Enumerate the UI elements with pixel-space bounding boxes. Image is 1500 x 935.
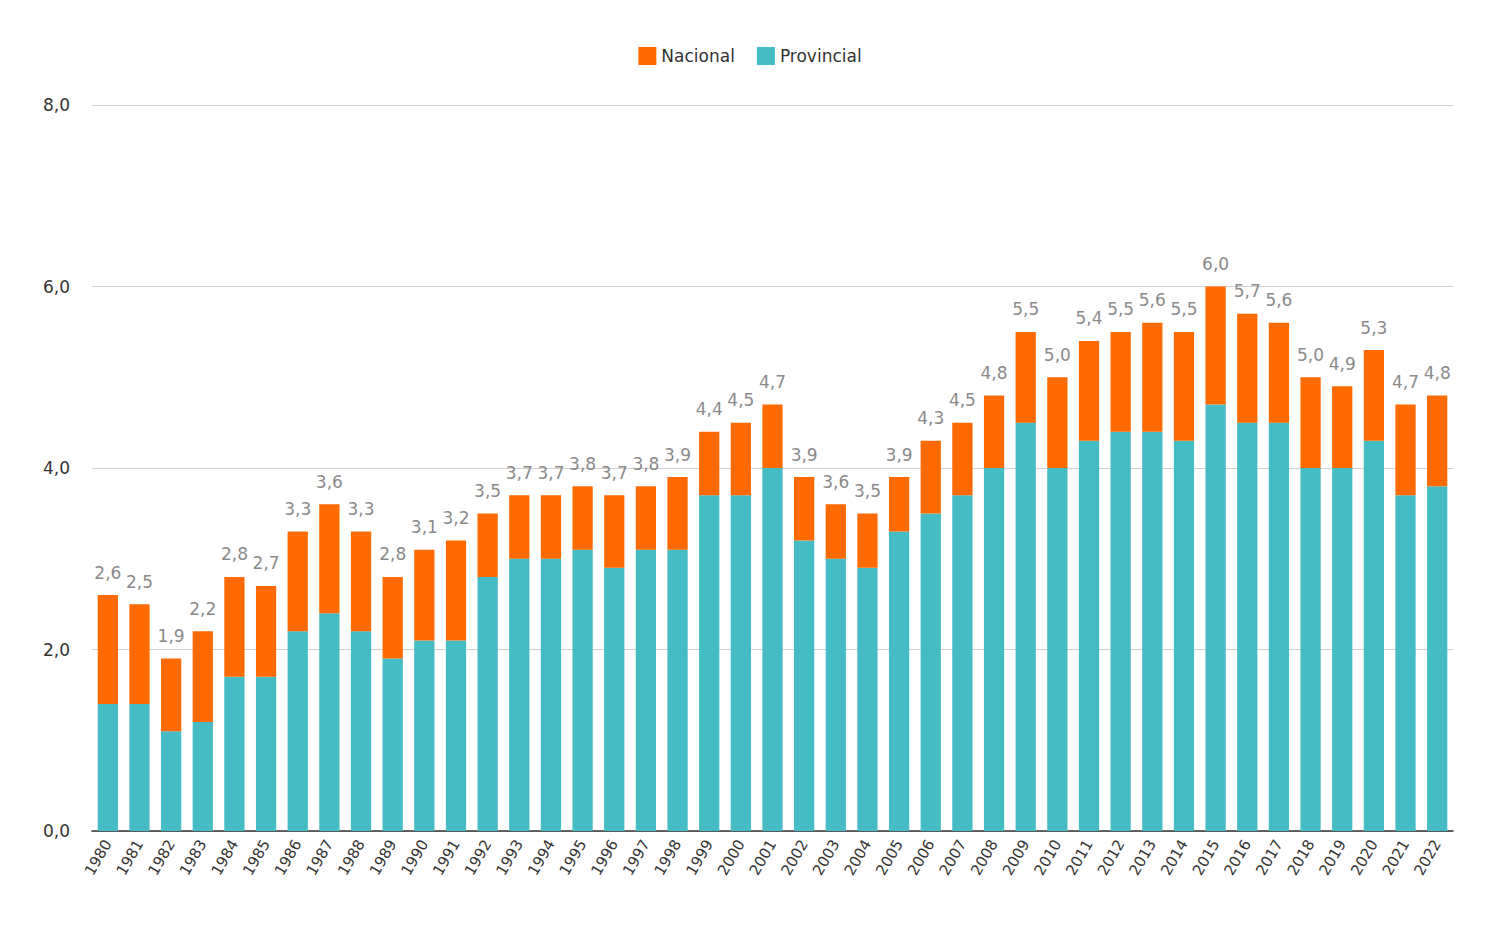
svg-text:3,7: 3,7 <box>601 463 628 483</box>
svg-text:4,7: 4,7 <box>1392 372 1419 392</box>
svg-text:5,7: 5,7 <box>1234 281 1261 301</box>
svg-text:5,3: 5,3 <box>1360 318 1387 338</box>
svg-text:3,9: 3,9 <box>886 445 913 465</box>
svg-text:6,0: 6,0 <box>43 277 70 297</box>
svg-text:1988: 1988 <box>334 836 369 878</box>
svg-text:1990: 1990 <box>397 836 432 878</box>
svg-text:5,4: 5,4 <box>1075 308 1102 328</box>
svg-text:4,0: 4,0 <box>43 458 70 478</box>
svg-text:2009: 2009 <box>999 836 1034 878</box>
svg-text:3,5: 3,5 <box>854 481 881 501</box>
svg-text:4,5: 4,5 <box>727 390 754 410</box>
svg-text:2007: 2007 <box>936 836 971 878</box>
svg-text:5,5: 5,5 <box>1012 299 1039 319</box>
svg-text:6,0: 6,0 <box>1202 254 1229 274</box>
svg-text:3,6: 3,6 <box>822 472 849 492</box>
svg-text:2018: 2018 <box>1284 836 1319 878</box>
svg-text:1997: 1997 <box>619 836 654 878</box>
svg-text:2021: 2021 <box>1379 836 1414 878</box>
svg-text:1995: 1995 <box>556 836 591 878</box>
svg-text:2013: 2013 <box>1125 836 1160 878</box>
svg-text:1984: 1984 <box>208 836 243 878</box>
svg-text:3,5: 3,5 <box>474 481 501 501</box>
svg-text:3,7: 3,7 <box>506 463 533 483</box>
svg-text:2022: 2022 <box>1410 836 1445 878</box>
svg-text:4,8: 4,8 <box>1424 363 1451 383</box>
svg-text:2012: 2012 <box>1094 836 1129 878</box>
svg-text:2,7: 2,7 <box>253 553 280 573</box>
svg-text:3,8: 3,8 <box>569 454 596 474</box>
svg-text:1980: 1980 <box>81 836 116 878</box>
svg-text:3,3: 3,3 <box>348 499 375 519</box>
svg-text:1999: 1999 <box>682 836 717 878</box>
svg-text:1991: 1991 <box>429 836 464 878</box>
svg-text:2000: 2000 <box>714 836 749 878</box>
svg-text:2,0: 2,0 <box>43 640 70 660</box>
svg-text:2015: 2015 <box>1189 836 1224 878</box>
svg-text:2002: 2002 <box>777 836 812 878</box>
svg-text:2020: 2020 <box>1347 836 1382 878</box>
svg-text:4,9: 4,9 <box>1329 354 1356 374</box>
svg-text:4,3: 4,3 <box>917 408 944 428</box>
svg-text:2017: 2017 <box>1252 836 1287 878</box>
svg-text:0,0: 0,0 <box>43 821 70 841</box>
svg-text:5,5: 5,5 <box>1107 299 1134 319</box>
svg-text:2006: 2006 <box>904 836 939 878</box>
svg-text:2010: 2010 <box>1030 836 1065 878</box>
svg-text:Provincial: Provincial <box>780 46 862 66</box>
svg-text:2001: 2001 <box>746 836 781 878</box>
svg-text:4,8: 4,8 <box>981 363 1008 383</box>
svg-text:3,1: 3,1 <box>411 517 438 537</box>
svg-text:2,6: 2,6 <box>94 563 121 583</box>
svg-text:1996: 1996 <box>587 836 622 878</box>
svg-text:5,0: 5,0 <box>1044 345 1071 365</box>
svg-text:1992: 1992 <box>461 836 496 878</box>
svg-text:2016: 2016 <box>1220 836 1255 878</box>
svg-text:4,7: 4,7 <box>759 372 786 392</box>
svg-text:1987: 1987 <box>303 836 338 878</box>
svg-text:2019: 2019 <box>1315 836 1350 878</box>
svg-text:2,8: 2,8 <box>379 544 406 564</box>
svg-text:1985: 1985 <box>239 836 274 878</box>
svg-text:2005: 2005 <box>872 836 907 878</box>
svg-text:1982: 1982 <box>144 836 179 878</box>
svg-text:3,2: 3,2 <box>442 508 469 528</box>
svg-text:2011: 2011 <box>1062 836 1097 878</box>
svg-text:3,9: 3,9 <box>664 445 691 465</box>
svg-text:2003: 2003 <box>809 836 844 878</box>
svg-text:8,0: 8,0 <box>43 95 70 115</box>
svg-text:5,5: 5,5 <box>1170 299 1197 319</box>
svg-text:5,6: 5,6 <box>1265 290 1292 310</box>
svg-text:5,6: 5,6 <box>1139 290 1166 310</box>
svg-text:1986: 1986 <box>271 836 306 878</box>
svg-text:2014: 2014 <box>1157 836 1192 878</box>
svg-text:2,8: 2,8 <box>221 544 248 564</box>
svg-text:4,5: 4,5 <box>949 390 976 410</box>
svg-text:3,3: 3,3 <box>284 499 311 519</box>
svg-text:3,8: 3,8 <box>632 454 659 474</box>
svg-text:2,5: 2,5 <box>126 572 153 592</box>
svg-text:1998: 1998 <box>651 836 686 878</box>
svg-text:5,0: 5,0 <box>1297 345 1324 365</box>
svg-text:4,4: 4,4 <box>696 399 723 419</box>
svg-text:1981: 1981 <box>113 836 148 878</box>
svg-text:1983: 1983 <box>176 836 211 878</box>
svg-text:1994: 1994 <box>524 836 559 878</box>
svg-text:2004: 2004 <box>841 836 876 878</box>
svg-text:3,9: 3,9 <box>791 445 818 465</box>
svg-text:1989: 1989 <box>366 836 401 878</box>
svg-text:1993: 1993 <box>492 836 527 878</box>
svg-text:3,6: 3,6 <box>316 472 343 492</box>
svg-text:2,2: 2,2 <box>189 599 216 619</box>
svg-text:Nacional: Nacional <box>661 46 735 66</box>
svg-text:1,9: 1,9 <box>158 626 185 646</box>
svg-text:3,7: 3,7 <box>537 463 564 483</box>
svg-text:2008: 2008 <box>967 836 1002 878</box>
